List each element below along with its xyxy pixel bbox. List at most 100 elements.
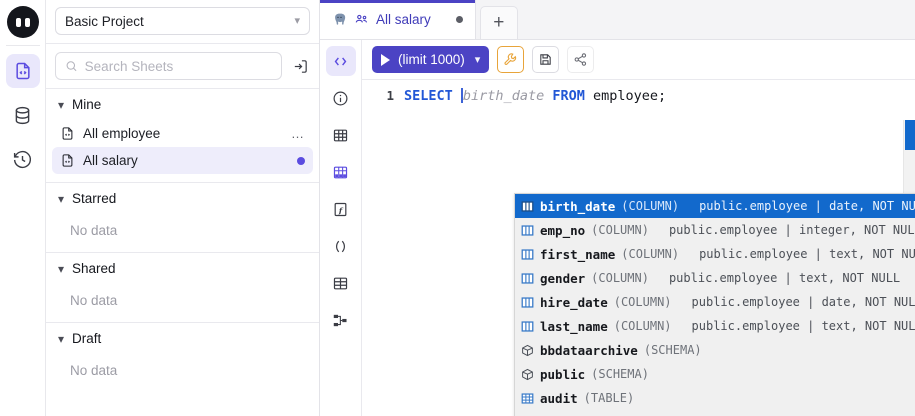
- autocomplete-name: hire_date: [540, 294, 608, 310]
- main-area: All salary +: [320, 0, 915, 416]
- tool-code-panel[interactable]: [325, 46, 356, 76]
- code-brackets-icon: [334, 57, 347, 65]
- group-header-starred[interactable]: ▾ Starred: [46, 183, 319, 214]
- ghost-suggestion-text: birth_date: [462, 88, 545, 104]
- autocomplete-item[interactable]: public (SCHEMA): [515, 362, 915, 386]
- group-label: Starred: [72, 191, 117, 206]
- search-row: [46, 44, 319, 88]
- file-code-icon: [15, 62, 30, 80]
- autocomplete-kind: (COLUMN): [613, 295, 672, 309]
- project-row: Basic Project ▾: [46, 0, 319, 43]
- chevron-down-icon: ▾: [58, 97, 65, 112]
- schema-icon: [521, 344, 534, 357]
- line-number: 1: [386, 88, 394, 103]
- autocomplete-name: department: [540, 415, 615, 416]
- autocomplete-item[interactable]: first_name (COLUMN) public.employee | te…: [515, 242, 915, 266]
- app-rail: [0, 0, 46, 416]
- run-query-button[interactable]: (limit 1000) ▾: [372, 46, 490, 73]
- sheet-code-icon: [62, 127, 73, 140]
- group-header-shared[interactable]: ▾ Shared: [46, 253, 319, 284]
- function-f-icon: f: [334, 202, 347, 216]
- new-tab-button[interactable]: +: [479, 6, 518, 39]
- column-icon: [521, 248, 534, 261]
- chevron-down-icon: ▾: [58, 261, 65, 276]
- autocomplete-item[interactable]: emp_no (COLUMN) public.employee | intege…: [515, 218, 915, 242]
- tool-rail: f: [320, 40, 362, 416]
- rail-item-databases[interactable]: [6, 98, 40, 132]
- autocomplete-name: birth_date: [540, 198, 616, 214]
- sidebar-item-all-salary[interactable]: All salary: [52, 147, 313, 174]
- app-logo: [6, 6, 39, 38]
- rail-divider: [5, 45, 40, 46]
- autocomplete-popup[interactable]: birth_date (COLUMN) public.employee | da…: [514, 193, 915, 416]
- people-icon: [355, 14, 368, 23]
- search-box[interactable]: [55, 52, 282, 80]
- autocomplete-item[interactable]: hire_date (COLUMN) public.employee | dat…: [515, 290, 915, 314]
- editor-pane: (limit 1000) ▾: [362, 40, 915, 416]
- more-options-icon[interactable]: …: [291, 126, 305, 141]
- tab-all-salary[interactable]: All salary: [320, 0, 476, 39]
- code-area[interactable]: 1 SELECT birth_date FROM employee; birth…: [362, 80, 915, 416]
- run-label: (limit 1000): [398, 52, 465, 67]
- sql-table-reference: employee;: [593, 88, 667, 104]
- autocomplete-kind: (SCHEMA): [591, 367, 649, 381]
- code-text[interactable]: SELECT birth_date FROM employee;: [404, 86, 666, 106]
- autocomplete-item[interactable]: audit (TABLE): [515, 386, 915, 410]
- tool-schema-diagram-panel[interactable]: [326, 305, 356, 335]
- tool-grid-panel[interactable]: [326, 268, 356, 298]
- autocomplete-name: first_name: [540, 246, 616, 262]
- postgresql-elephant-icon: [335, 13, 346, 25]
- autocomplete-detail: public.employee | text, NOT NULL: [691, 319, 915, 333]
- autocomplete-item[interactable]: gender (COLUMN) public.employee | text, …: [515, 266, 915, 290]
- editor-body: f: [320, 40, 915, 416]
- space-3: [585, 88, 593, 104]
- autocomplete-detail: public.employee | text, NOT NULL: [668, 271, 901, 285]
- project-selector[interactable]: Basic Project ▾: [55, 7, 310, 35]
- autocomplete-item[interactable]: bbdataarchive (SCHEMA): [515, 338, 915, 362]
- unsaved-dot-icon: [297, 156, 305, 165]
- tool-info-panel[interactable]: [326, 83, 356, 113]
- autocomplete-name: gender: [540, 270, 586, 286]
- autocomplete-item[interactable]: last_name (COLUMN) public.employee | tex…: [515, 314, 915, 338]
- autocomplete-kind: (TABLE): [583, 391, 635, 405]
- tool-parameters-panel[interactable]: [326, 231, 356, 261]
- sidebar-divider: [46, 43, 319, 44]
- column-icon: [521, 224, 534, 237]
- autocomplete-name: bbdataarchive: [540, 342, 638, 358]
- tab-dirty-dot-icon: [455, 16, 463, 23]
- autocomplete-item[interactable]: department (TABLE): [515, 410, 915, 416]
- autocomplete-item[interactable]: birth_date (COLUMN) public.employee | da…: [515, 194, 915, 218]
- scrollbar-thumb[interactable]: [905, 120, 915, 150]
- sidebar-item-all-employee[interactable]: All employee …: [52, 120, 313, 147]
- editor-toolbar: (limit 1000) ▾: [362, 40, 915, 80]
- save-sheet-button[interactable]: [532, 46, 560, 73]
- sidebar-divider-4: [46, 252, 319, 253]
- search-input[interactable]: [84, 58, 272, 74]
- group-header-draft[interactable]: ▾ Draft: [46, 323, 319, 354]
- tool-function-panel[interactable]: f: [326, 194, 356, 224]
- chevron-down-icon[interactable]: ▾: [474, 54, 481, 66]
- autocomplete-kind: (COLUMN): [621, 247, 680, 261]
- logo-eyes-icon: [15, 17, 30, 27]
- autocomplete-name: audit: [540, 390, 578, 406]
- sidebar-divider-5: [46, 322, 319, 323]
- group-label: Mine: [72, 97, 102, 112]
- share-sheet-button[interactable]: [567, 46, 595, 73]
- tool-table-panel[interactable]: [326, 120, 356, 150]
- group-header-mine[interactable]: ▾ Mine: [46, 89, 319, 120]
- rail-item-history[interactable]: [6, 142, 40, 176]
- tool-data-table-panel[interactable]: [326, 157, 356, 187]
- sidebar-divider-3: [46, 182, 319, 183]
- sql-keyword-select: SELECT: [404, 88, 453, 104]
- autocomplete-name: last_name: [540, 318, 608, 334]
- code-line-1: 1 SELECT birth_date FROM employee;: [362, 86, 915, 106]
- collapse-panel-button[interactable]: [290, 56, 310, 76]
- rail-item-sql-editor[interactable]: [5, 54, 40, 88]
- wrench-icon: [504, 53, 517, 65]
- format-sql-button[interactable]: [497, 46, 525, 73]
- share-nodes-icon: [574, 53, 587, 66]
- autocomplete-detail: public.employee | date, NOT NULL: [699, 199, 915, 213]
- sheets-sidebar: Basic Project ▾ ▾ M: [46, 0, 320, 416]
- sidebar-group-mine: ▾ Mine All employee … All salary: [46, 89, 319, 174]
